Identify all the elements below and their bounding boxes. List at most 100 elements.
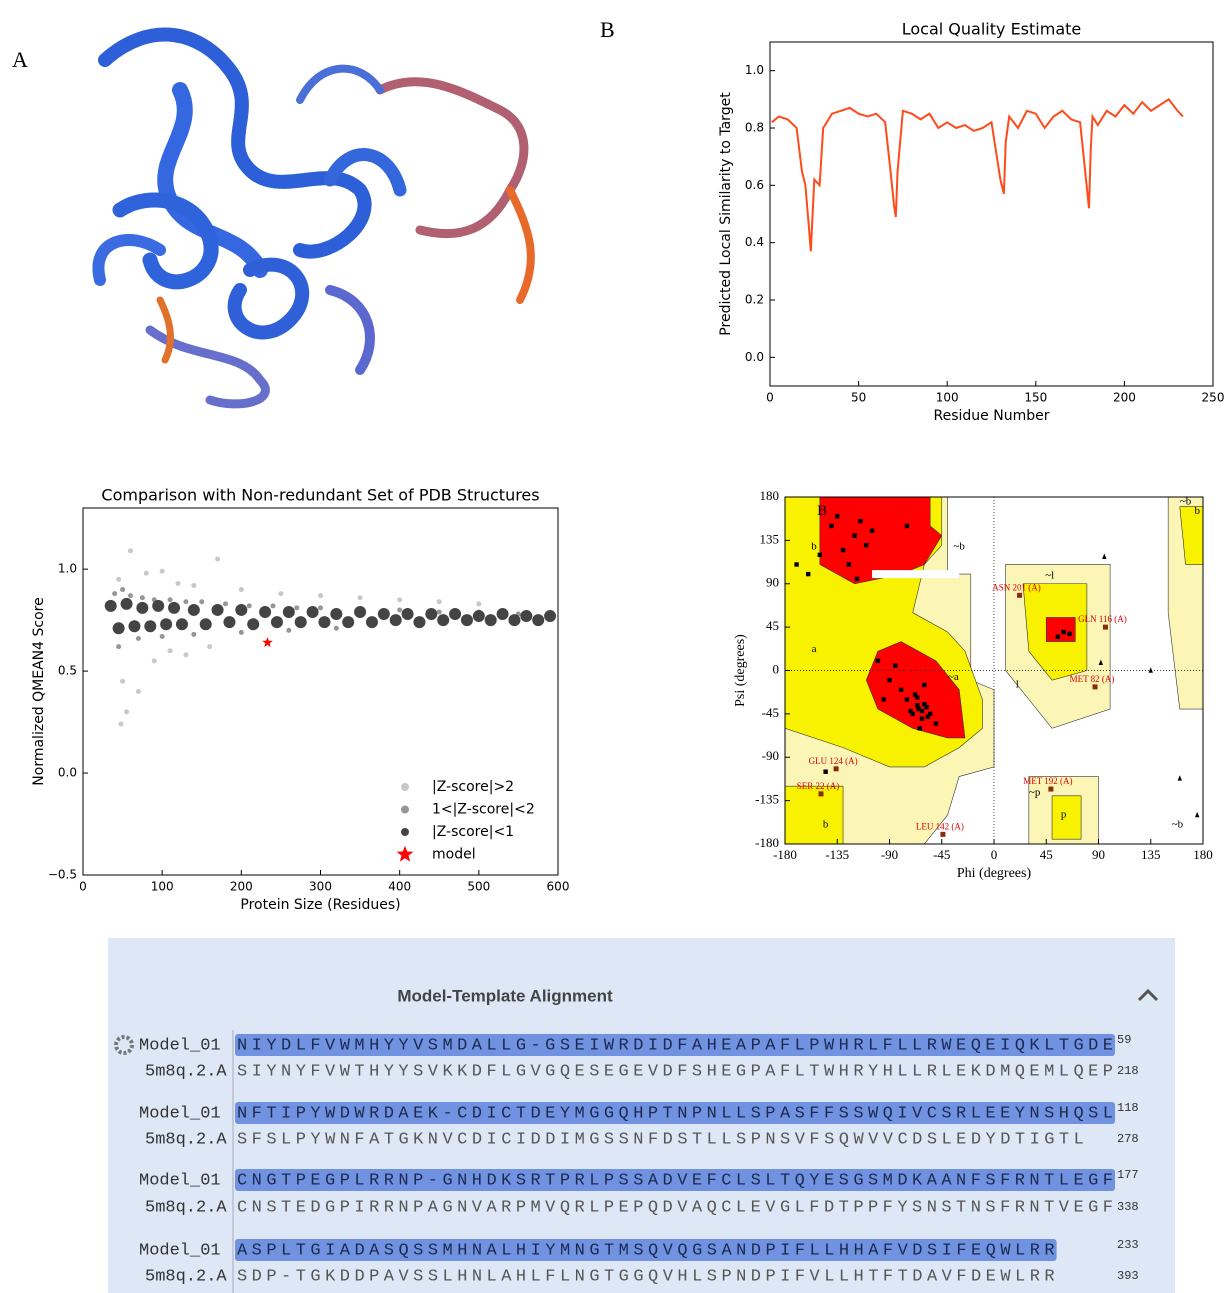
region bbox=[819, 496, 943, 585]
legend-label: 1<|Z-score|<2 bbox=[432, 802, 535, 818]
x-axis-label: Residue Number bbox=[934, 408, 1050, 424]
marker bbox=[484, 614, 497, 627]
legend-label: |Z-score|>2 bbox=[432, 779, 514, 795]
x-tick-label: 100 bbox=[151, 880, 174, 894]
marker bbox=[1177, 775, 1182, 781]
marker bbox=[460, 614, 473, 627]
marker bbox=[1098, 659, 1104, 665]
marker bbox=[927, 711, 933, 717]
residue-label: GLN 116 (A) bbox=[1078, 614, 1127, 624]
marker bbox=[864, 542, 869, 548]
sequence-end: 393 bbox=[1117, 1269, 1139, 1283]
marker bbox=[377, 608, 390, 621]
y-tick-label: 0.8 bbox=[745, 121, 764, 135]
marker bbox=[120, 678, 126, 684]
residue-label: GLU 124 (A) bbox=[809, 756, 858, 766]
marker bbox=[835, 514, 840, 519]
y-tick-label: 1.0 bbox=[745, 63, 764, 77]
y-tick-label: 0.0 bbox=[745, 350, 764, 364]
marker bbox=[449, 608, 462, 621]
x-tick-label: 135 bbox=[1141, 847, 1161, 862]
y-tick-label: -90 bbox=[762, 748, 779, 763]
marker bbox=[397, 597, 403, 603]
marker bbox=[922, 682, 927, 688]
marker bbox=[840, 547, 846, 553]
labeled-marker bbox=[1092, 684, 1098, 690]
marker bbox=[175, 618, 188, 631]
marker bbox=[270, 616, 283, 629]
marker bbox=[333, 625, 339, 631]
x-axis-label: Phi (degrees) bbox=[957, 866, 1032, 881]
marker bbox=[1067, 631, 1072, 637]
labeled-marker bbox=[818, 791, 824, 797]
marker bbox=[286, 627, 292, 633]
marker bbox=[238, 587, 244, 593]
marker bbox=[199, 618, 212, 631]
marker bbox=[278, 591, 284, 597]
marker bbox=[1148, 667, 1153, 673]
region bbox=[784, 785, 844, 845]
marker bbox=[128, 620, 141, 633]
marker bbox=[116, 576, 122, 582]
gap bbox=[872, 570, 960, 579]
marker bbox=[167, 597, 173, 603]
y-tick-label: 0.4 bbox=[745, 235, 764, 249]
labeled-marker bbox=[1017, 592, 1023, 598]
marker bbox=[282, 605, 295, 618]
marker bbox=[357, 595, 363, 601]
marker bbox=[318, 616, 331, 629]
sequence-end: 177 bbox=[1117, 1168, 1139, 1182]
marker bbox=[330, 608, 343, 621]
labeled-marker bbox=[1102, 624, 1108, 630]
region bbox=[1045, 617, 1076, 642]
chart: 0 50 100 150 200 250 0.0 0.2 0.4 0.6 0.8 1.0 Local Q… bbox=[718, 20, 1224, 425]
marker bbox=[401, 608, 414, 621]
marker bbox=[508, 614, 521, 627]
y-axis-label: Predicted Local Similarity to Target bbox=[718, 92, 734, 336]
collapse-button[interactable] bbox=[1137, 988, 1159, 1002]
line bbox=[771, 97, 1184, 252]
region-label: ~l bbox=[1045, 570, 1054, 582]
y-tick-label: −0.5 bbox=[48, 868, 77, 882]
marker bbox=[183, 652, 189, 658]
settings-icon[interactable] bbox=[114, 1035, 134, 1055]
marker bbox=[246, 603, 252, 609]
marker bbox=[436, 609, 442, 615]
marker bbox=[294, 605, 300, 611]
region-label: p bbox=[1061, 809, 1067, 821]
marker bbox=[908, 708, 913, 714]
chart-title: Local Quality Estimate bbox=[902, 20, 1081, 39]
marker bbox=[191, 631, 197, 637]
x-tick-label: -135 bbox=[825, 847, 849, 862]
residue-label: LEU 142 (A) bbox=[916, 821, 964, 831]
region-label: ~b bbox=[1172, 818, 1184, 830]
marker bbox=[919, 708, 925, 714]
x-tick-label: -45 bbox=[933, 847, 950, 862]
marker bbox=[425, 608, 438, 621]
y-tick-label: 90 bbox=[766, 575, 779, 590]
region bbox=[865, 641, 966, 739]
marker bbox=[846, 562, 852, 567]
marker bbox=[306, 605, 319, 618]
marker bbox=[476, 601, 482, 607]
marker bbox=[116, 644, 122, 650]
marker bbox=[342, 616, 355, 629]
x-tick-label: 200 bbox=[1113, 391, 1136, 405]
marker bbox=[191, 582, 197, 588]
marker bbox=[128, 593, 133, 599]
region-label: ~b bbox=[1180, 495, 1192, 507]
legend-marker bbox=[396, 845, 414, 862]
y-tick-label: 0 bbox=[773, 661, 780, 676]
chart: 0 100 200 300 400 500 600 −0.5 0.0 0.5 1.0 Comparis… bbox=[31, 486, 569, 914]
marker bbox=[869, 528, 875, 533]
marker bbox=[397, 607, 403, 613]
marker bbox=[215, 556, 221, 562]
legend-marker bbox=[401, 828, 409, 836]
panel-label: A bbox=[12, 47, 28, 72]
y-tick-label: 45 bbox=[766, 618, 779, 633]
marker bbox=[354, 605, 367, 618]
marker bbox=[112, 591, 118, 597]
region-label: ~a bbox=[948, 671, 959, 683]
region-label: b bbox=[1194, 505, 1200, 517]
